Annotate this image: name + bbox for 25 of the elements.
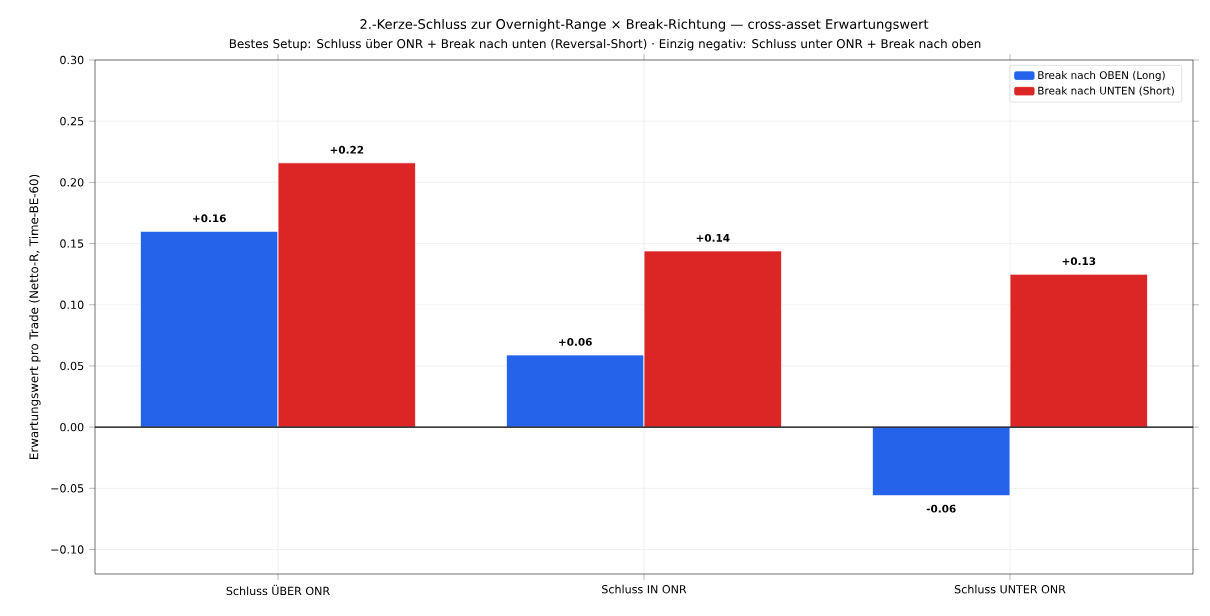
chart-subtitle: Bestes Setup: Schluss über ONR + Break nach unten (Reversal-Short) · Einzig negativ: Schluss unter ONR + Break nach oben — [229, 38, 981, 51]
bar — [871, 426, 1011, 497]
data-label: -0.06 — [926, 504, 956, 513]
y-tick-label: 0.00 — [60, 422, 84, 432]
data-label: +0.13 — [1062, 257, 1096, 266]
y-tick-label: 0.15 — [60, 239, 84, 248]
y-tick-label: 0.25 — [60, 116, 84, 126]
data-label: +0.14 — [696, 233, 730, 242]
legend-label: Break nach UNTEN (Short) — [1038, 86, 1174, 96]
data-label: +0.06 — [559, 337, 592, 346]
data-label: +0.16 — [193, 214, 226, 223]
legend-label: Break nach OBEN (Long) — [1038, 70, 1165, 82]
data-label: +0.22 — [330, 145, 364, 154]
y-axis-title: Erwartungswert pro Trade (Netto-R, Time-BE-60) — [29, 174, 41, 459]
x-tick-label: Schluss UNTER ONR — [954, 584, 1066, 594]
y-tick-label: 0.20 — [60, 178, 84, 187]
y-tick-label: 0.10 — [60, 300, 84, 309]
y-tick-label: 0.05 — [60, 361, 84, 371]
x-tick-label: Schluss IN ONR — [602, 584, 687, 594]
bar — [1009, 273, 1149, 428]
y-tick-label: −0.10 — [51, 545, 84, 554]
y-tick-label: −0.05 — [51, 484, 84, 493]
x-tick-label: Schluss ÜBER ONR — [226, 584, 330, 596]
y-tick-label: 0.30 — [60, 55, 84, 65]
chart-title: 2.-Kerze-Schluss zur Overnight-Range × Break-Richtung — cross-asset Erwartungswert — [360, 18, 929, 32]
